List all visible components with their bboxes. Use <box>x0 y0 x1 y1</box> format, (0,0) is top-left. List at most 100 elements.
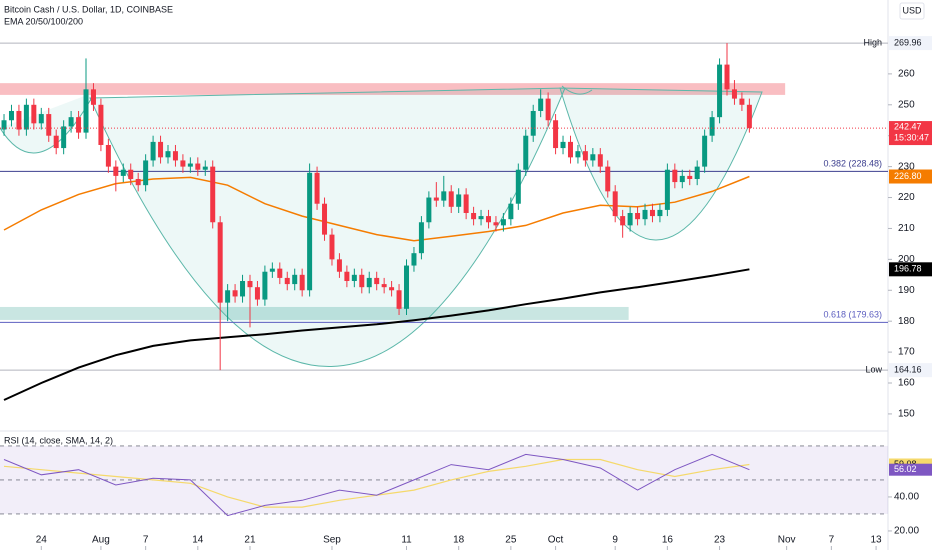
x-tick-label: 16 <box>662 535 674 546</box>
level-label: High <box>863 37 882 47</box>
candle-body <box>172 151 178 161</box>
candle-body <box>307 172 313 291</box>
candle-body <box>739 98 745 105</box>
candle-body <box>113 166 119 176</box>
x-tick-label: 13 <box>871 535 883 546</box>
candle-body <box>90 89 96 105</box>
currency-box[interactable] <box>899 2 925 20</box>
candle-body <box>724 64 730 90</box>
level-label: 0.382 (228.48) <box>823 159 882 169</box>
currency[interactable]: USD <box>902 5 922 15</box>
level-value-box <box>889 363 932 378</box>
price-label-box <box>889 262 932 277</box>
rsi-title: RSI (14, close, SMA, 14, 2) <box>4 435 113 445</box>
level-label: Low <box>865 365 882 375</box>
candle-body <box>210 166 216 223</box>
level-value: 164.16 <box>894 365 922 375</box>
rsi-y-tick-label: 40.00 <box>894 492 919 503</box>
rsi-y-tick-label: 20.00 <box>894 526 919 537</box>
candle-body <box>635 212 641 220</box>
candle-body <box>299 274 305 291</box>
candle-body <box>746 104 752 129</box>
candle-body <box>98 104 104 145</box>
candle-body <box>225 290 231 303</box>
candle-body <box>329 234 335 260</box>
candle-body <box>53 135 59 149</box>
ema-line <box>3 268 750 401</box>
rsi-value: 56.02 <box>894 464 917 474</box>
candle-body <box>523 135 529 170</box>
level-value-box <box>889 36 932 51</box>
candle-body <box>493 222 499 226</box>
candle-body <box>657 209 663 217</box>
x-tick-label: 23 <box>714 535 726 546</box>
chart-title: Bitcoin Cash / U.S. Dollar, 1D, COINBASE <box>4 4 173 14</box>
candle-body <box>105 144 111 167</box>
candle-body <box>262 271 268 300</box>
candle-body <box>23 104 29 130</box>
candle-body <box>389 287 395 291</box>
candle-body <box>284 277 290 285</box>
candle-body <box>396 290 402 309</box>
level-label: 0.618 (179.63) <box>823 310 882 320</box>
candle-body <box>158 141 164 158</box>
x-tick-label: Nov <box>778 535 796 546</box>
y-tick-label: 170 <box>898 347 915 358</box>
candle-body <box>538 98 544 111</box>
countdown: 15:30:47 <box>894 132 929 142</box>
candle-body <box>567 141 573 158</box>
candle-body <box>731 89 737 99</box>
candle-body <box>672 169 678 183</box>
zones <box>0 83 786 320</box>
last-price: 242.47 <box>894 121 922 131</box>
candle-body <box>441 191 447 201</box>
candle-body <box>202 166 208 170</box>
candle-body <box>433 197 439 201</box>
x-tick-label: 14 <box>192 535 204 546</box>
candle-body <box>292 274 298 285</box>
zone <box>0 83 786 95</box>
x-tick-label: 7 <box>829 535 835 546</box>
candle-body <box>418 222 424 254</box>
candle-body <box>709 117 715 136</box>
candle-body <box>664 169 670 210</box>
candle-body <box>232 290 238 297</box>
candle-body <box>411 253 417 266</box>
candle-body <box>61 126 67 149</box>
handle-drawing <box>561 85 593 95</box>
candle-body <box>187 163 193 167</box>
last-price-box <box>889 121 932 146</box>
candle-body <box>46 114 52 136</box>
x-tick-label: Oct <box>548 535 564 546</box>
candle-body <box>530 110 536 136</box>
x-tick-label: 9 <box>612 535 618 546</box>
candle-body <box>508 203 514 220</box>
candle-body <box>83 89 89 133</box>
candle-body <box>381 284 387 288</box>
x-tick-label: 24 <box>36 535 48 546</box>
candle-body <box>68 117 74 127</box>
candle-body <box>322 203 328 235</box>
candle-body <box>590 154 596 161</box>
candle-body <box>38 114 44 124</box>
candle-body <box>1 120 7 130</box>
ema-line <box>3 175 750 242</box>
candle-body <box>277 268 283 278</box>
candle-body <box>404 265 410 309</box>
candle-body <box>314 172 320 204</box>
candle-body <box>135 178 141 186</box>
y-tick-label: 150 <box>898 409 915 420</box>
x-tick-label: 11 <box>401 535 412 546</box>
candle-body <box>560 141 566 149</box>
candle-body <box>336 259 342 272</box>
candle-body <box>150 141 156 161</box>
x-tick-label: 25 <box>505 535 517 546</box>
candle-body <box>374 277 380 285</box>
candle-body <box>8 110 14 121</box>
x-tick-label: Aug <box>92 535 110 546</box>
candle-body <box>143 160 149 186</box>
candle-body <box>642 209 648 220</box>
rsi-value-box <box>889 463 932 476</box>
candle-body <box>485 216 491 223</box>
